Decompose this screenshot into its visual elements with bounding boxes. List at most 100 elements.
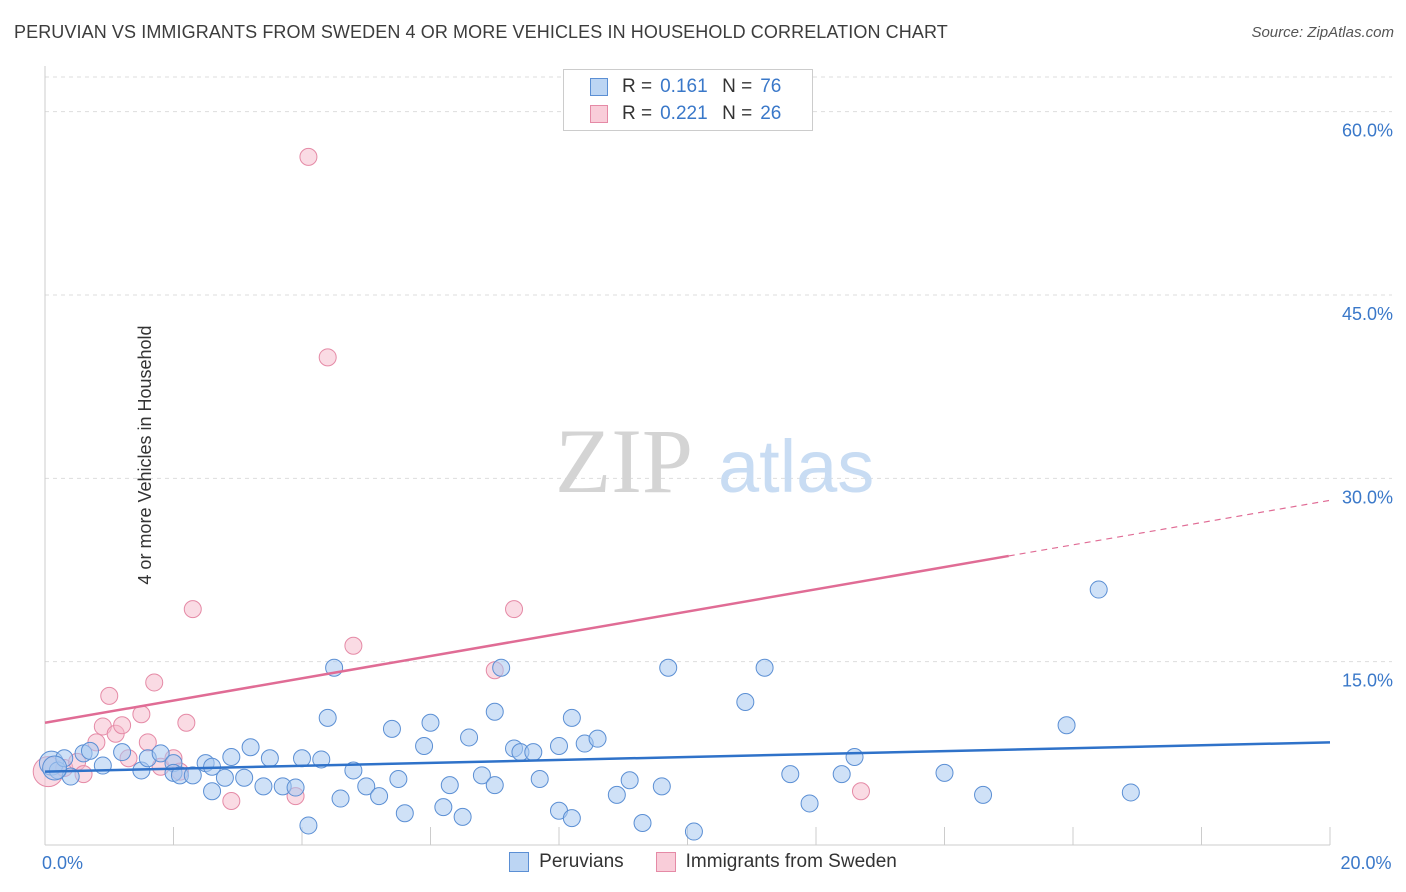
peruvian-point xyxy=(80,741,99,760)
grid-lines xyxy=(45,76,1392,663)
n-label: N = xyxy=(722,103,753,124)
peruvian-point xyxy=(286,778,305,797)
peruvian-point xyxy=(832,765,851,784)
peruvian-point xyxy=(781,765,800,784)
peruvian-point xyxy=(235,768,254,787)
series-peruvians-points xyxy=(38,580,1140,841)
peruvian-point xyxy=(633,814,652,832)
sweden-point xyxy=(100,686,119,705)
peruvian-point xyxy=(460,728,479,747)
legend-label-peruvians: Peruvians xyxy=(539,851,624,872)
peruvian-point xyxy=(318,708,337,727)
peruvians-trend-line xyxy=(44,741,1331,773)
peruvian-point xyxy=(524,743,543,762)
peruvian-point xyxy=(620,771,639,790)
r-value: 0.161 xyxy=(660,76,708,97)
peruvian-point xyxy=(42,755,68,781)
peruvian-point xyxy=(1121,783,1140,802)
peruvian-point xyxy=(562,708,581,727)
peruvian-point xyxy=(382,719,401,738)
peruvian-point xyxy=(344,761,363,780)
peruvian-point xyxy=(395,804,414,823)
peruvian-point xyxy=(935,763,954,782)
peruvian-point xyxy=(472,766,491,785)
stats-row-peruvians: R = 0.161 N = 76 xyxy=(590,74,781,100)
peruvian-point xyxy=(492,658,511,677)
sweden-point xyxy=(344,636,363,655)
stats-legend: R = 0.161 N = 76 R = 0.221 N = 26 xyxy=(563,69,813,131)
peruvian-point xyxy=(260,749,279,768)
peruvian-point xyxy=(453,807,472,826)
y-tick-label: 15.0% xyxy=(1342,671,1393,691)
peruvian-point xyxy=(370,787,389,806)
peruvian-point xyxy=(151,744,170,763)
peruvian-point xyxy=(215,768,234,787)
sweden-swatch xyxy=(590,105,608,123)
peruvian-point xyxy=(800,794,819,813)
n-value: 26 xyxy=(760,103,782,124)
peruvians-legend-swatch xyxy=(509,852,530,872)
watermark-zip: ZIP xyxy=(555,410,693,512)
sweden-trend-line-extension xyxy=(1008,499,1331,557)
trend-lines xyxy=(44,499,1331,773)
chart-title: PERUVIAN VS IMMIGRANTS FROM SWEDEN 4 OR … xyxy=(14,22,948,42)
n-label: N = xyxy=(722,76,753,97)
peruvians-swatch xyxy=(590,78,608,96)
peruvian-point xyxy=(113,743,132,762)
stats-row-sweden: R = 0.221 N = 26 xyxy=(590,101,781,127)
peruvian-point xyxy=(183,766,202,785)
peruvian-point xyxy=(440,776,459,795)
y-tick-label: 30.0% xyxy=(1342,487,1393,507)
peruvian-point xyxy=(684,822,703,841)
peruvian-point xyxy=(736,693,755,711)
x-tick-label: 0.0% xyxy=(42,853,83,873)
peruvian-point xyxy=(293,749,311,768)
peruvian-point xyxy=(203,782,222,801)
peruvian-point xyxy=(659,658,678,677)
sweden-point xyxy=(222,792,241,810)
r-value: 0.221 xyxy=(660,103,708,124)
peruvian-point xyxy=(415,737,434,755)
source-label: Source: ZipAtlas.com xyxy=(1251,24,1394,41)
peruvian-point xyxy=(974,785,993,804)
y-tick-label: 60.0% xyxy=(1342,121,1393,141)
y-tick-label: 45.0% xyxy=(1342,304,1393,324)
peruvian-point xyxy=(607,785,626,804)
peruvian-point xyxy=(1089,580,1108,599)
peruvian-point xyxy=(652,777,671,796)
peruvian-point xyxy=(550,737,568,755)
r-label: R = xyxy=(622,103,653,124)
peruvian-point xyxy=(1057,716,1076,735)
peruvian-point xyxy=(485,776,504,795)
peruvian-point xyxy=(530,770,549,788)
peruvian-point xyxy=(845,748,864,766)
sweden-point xyxy=(851,782,870,801)
sweden-legend-swatch xyxy=(655,852,676,872)
sweden-point xyxy=(318,348,337,367)
sweden-point xyxy=(145,673,164,692)
watermark-atlas: atlas xyxy=(718,425,874,508)
legend-item-sweden: Immigrants from Sweden xyxy=(655,851,897,873)
peruvian-point xyxy=(357,777,376,796)
peruvian-point xyxy=(312,750,331,769)
peruvian-point xyxy=(485,702,504,721)
series-legend: Peruvians Immigrants from Sweden xyxy=(0,851,1406,873)
peruvian-point xyxy=(588,729,607,748)
peruvian-point xyxy=(254,777,273,796)
peruvian-point xyxy=(562,809,581,828)
legend-label-sweden: Immigrants from Sweden xyxy=(685,851,897,872)
tick-labels: 15.0% 30.0% 45.0% 60.0% 0.0% 20.0% xyxy=(42,121,1393,873)
sweden-point xyxy=(505,600,524,619)
y-axis-label: 4 or more Vehicles in Household xyxy=(135,325,156,585)
peruvian-point xyxy=(241,738,260,757)
x-tick-label: 20.0% xyxy=(1340,853,1391,873)
peruvian-point xyxy=(331,789,350,808)
peruvian-point xyxy=(389,770,408,788)
sweden-point xyxy=(177,713,196,732)
peruvian-point xyxy=(434,798,453,817)
peruvian-point xyxy=(421,713,440,732)
sweden-point xyxy=(183,600,202,619)
r-label: R = xyxy=(622,76,653,97)
peruvian-point xyxy=(222,748,241,766)
